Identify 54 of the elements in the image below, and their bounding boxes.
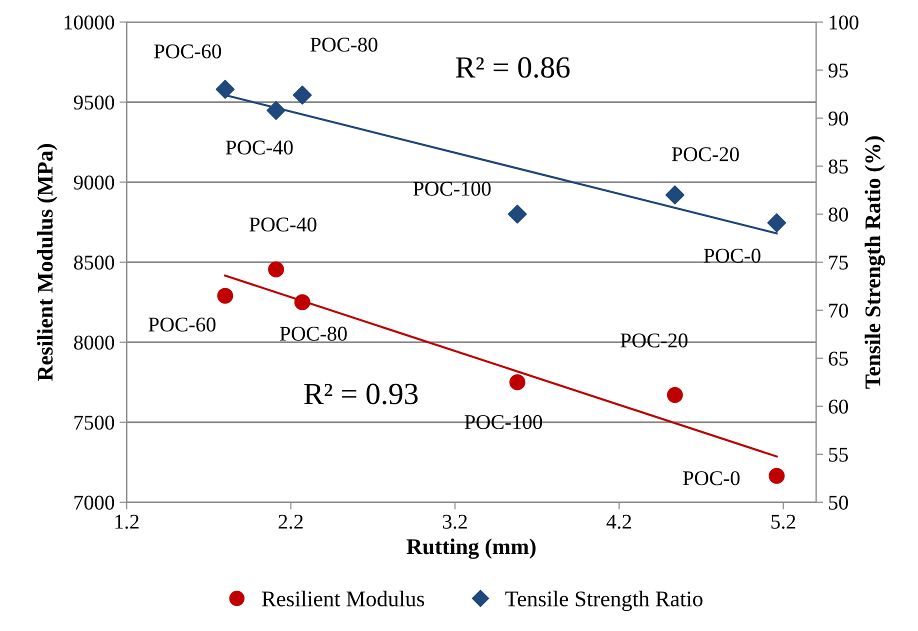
y2-tick-label: 55 (829, 448, 848, 462)
point (268, 261, 284, 278)
annotation: POC-60 (154, 44, 222, 58)
y-tick-label: 9000 (74, 176, 114, 190)
y2-tick-label: 70 (829, 304, 848, 318)
annotation: POC-40 (226, 140, 293, 155)
annotation: R² = 0.93 (304, 384, 418, 404)
y2-tick-label: 90 (828, 111, 848, 126)
point (216, 80, 235, 99)
point (665, 185, 684, 204)
point (294, 294, 310, 310)
y2-tick-label: 95 (828, 64, 848, 78)
point (217, 288, 234, 304)
point (666, 387, 683, 404)
point (768, 468, 785, 484)
annotation: POC-0 (683, 471, 740, 486)
x-tick-label: 2.2 (278, 514, 303, 529)
y-tick-label: 7000 (74, 496, 114, 510)
annotation: POC-20 (620, 333, 688, 348)
x-tick-label: 1.2 (115, 514, 139, 529)
annotation: POC-100 (464, 415, 542, 430)
annotation: POC-40 (249, 217, 316, 232)
point (508, 204, 527, 224)
legend-label: Resilient Modulus (262, 590, 424, 606)
y-tick-label: 8000 (74, 336, 114, 350)
y2-tick-label: 65 (828, 352, 848, 366)
annotation: POC-60 (148, 318, 216, 332)
y-tick-label: 9500 (74, 95, 114, 110)
x-tick-label: 4.2 (606, 514, 631, 529)
x-tick-label: 3.2 (442, 514, 467, 529)
x-tick-label: 5.2 (771, 514, 796, 529)
annotation: POC-20 (672, 147, 739, 162)
x-axis-title: Rutting (mm) (406, 538, 536, 559)
point (292, 86, 312, 105)
annotation: POC-100 (413, 182, 491, 196)
annotation: POC-80 (280, 326, 347, 341)
y2-tick-label: 85 (828, 160, 848, 174)
y2-tick-label: 80 (828, 208, 848, 222)
y2-axis-title: Tensile Strength Ratio (%) (864, 136, 886, 389)
annotation: POC-80 (310, 38, 378, 52)
y2-tick-label: 50 (829, 496, 848, 510)
point (509, 374, 526, 390)
y-tick-label: 8500 (74, 256, 114, 270)
y-tick-label: 10000 (64, 15, 114, 30)
y-tick-label: 7500 (74, 416, 114, 430)
y-axis-title: Resilient Modulus (MPa) (37, 144, 58, 381)
point (767, 213, 786, 232)
legend-label: Tensile Strength Ratio (505, 590, 702, 611)
y2-tick-label: 100 (830, 15, 858, 30)
annotation: POC-0 (704, 248, 760, 263)
y2-tick-label: 60 (828, 400, 848, 414)
point (266, 100, 286, 120)
annotation: R² = 0.86 (456, 57, 570, 78)
y2-tick-label: 75 (829, 256, 848, 270)
